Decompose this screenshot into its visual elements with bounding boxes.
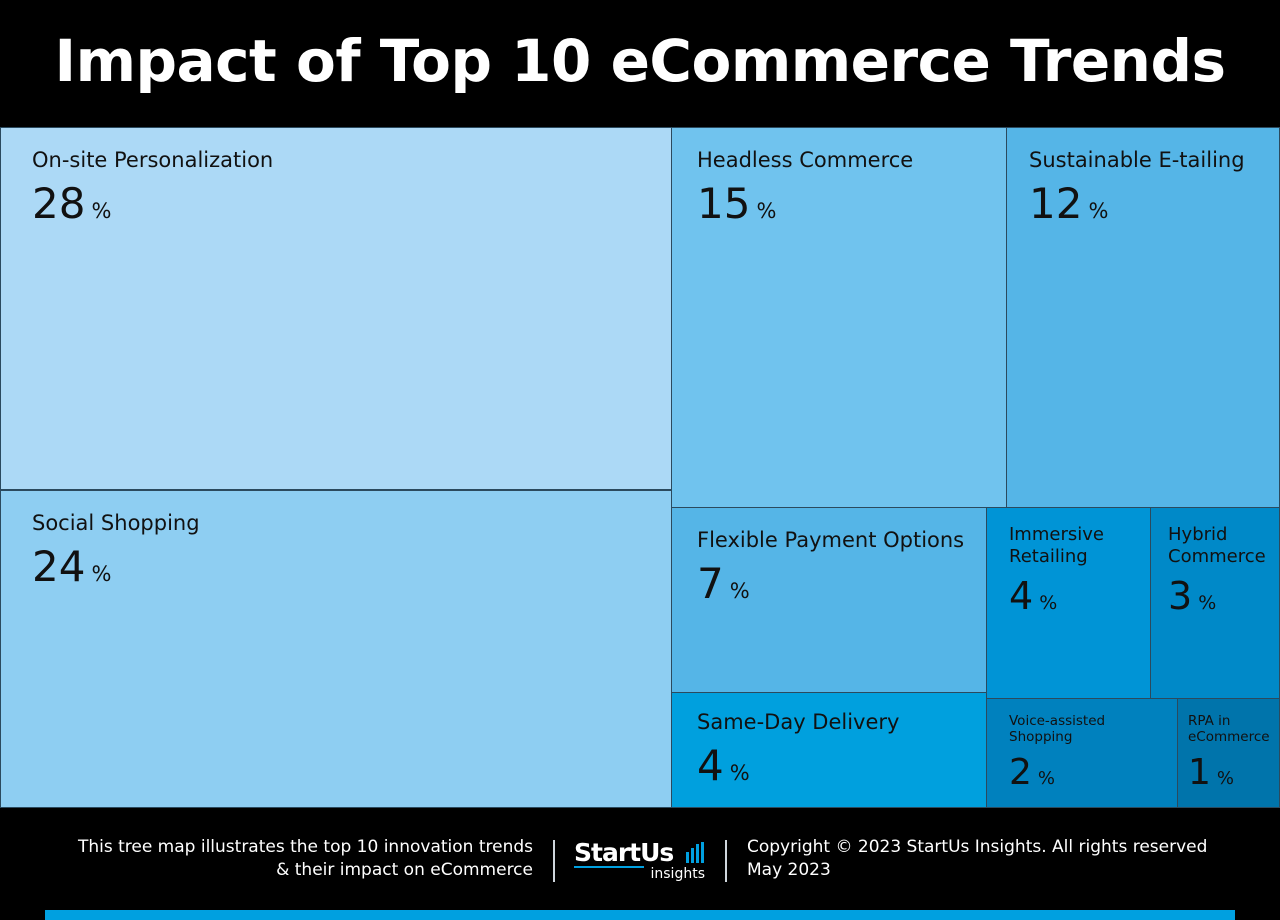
footer: This tree map illustrates the top 10 inn… bbox=[0, 808, 1280, 910]
startus-logo: StartUs insights bbox=[574, 838, 709, 888]
treemap-label: RPA in eCommerce bbox=[1188, 713, 1270, 746]
treemap-value-unit: % bbox=[756, 199, 777, 224]
treemap-value: 3% bbox=[1168, 577, 1216, 615]
treemap-value-unit: % bbox=[729, 761, 750, 786]
treemap-cell-hybrid-commerce: Hybrid Commerce 3% bbox=[1150, 507, 1280, 699]
treemap-value-unit: % bbox=[1088, 199, 1109, 224]
logo-subtext: insights bbox=[650, 866, 706, 882]
treemap-cell-on-site-personalization: On-site Personalization 28% bbox=[0, 127, 672, 490]
footer-description-line-2: & their impact on eCommerce bbox=[276, 860, 533, 880]
footer-description-line-1: This tree map illustrates the top 10 inn… bbox=[77, 837, 533, 857]
treemap-value: 7% bbox=[697, 563, 750, 605]
treemap-cell-flexible-payment-options: Flexible Payment Options 7% bbox=[671, 507, 987, 693]
treemap-label: Voice-assisted Shopping bbox=[1009, 713, 1106, 746]
footer-description: This tree map illustrates the top 10 inn… bbox=[78, 836, 533, 882]
footer-divider-left bbox=[553, 840, 555, 882]
treemap-value-unit: % bbox=[1039, 592, 1058, 615]
treemap-value: 1% bbox=[1188, 755, 1234, 791]
treemap-cell-immersive-retailing: Immersive Retailing 4% bbox=[986, 507, 1151, 699]
treemap-label: On-site Personalization bbox=[32, 148, 274, 172]
treemap-value-number: 12 bbox=[1029, 179, 1083, 229]
treemap-value: 24% bbox=[32, 546, 111, 588]
treemap-value-unit: % bbox=[729, 579, 750, 604]
copyright: Copyright © 2023 StartUs Insights. All r… bbox=[747, 836, 1207, 882]
treemap-label: Flexible Payment Options bbox=[697, 528, 965, 552]
treemap-cell-sustainable-e-tailing: Sustainable E-tailing 12% bbox=[1006, 127, 1280, 508]
treemap: On-site Personalization 28% Social Shoppin… bbox=[0, 127, 1280, 808]
treemap-value-number: 4 bbox=[1009, 574, 1034, 619]
treemap-value-unit: % bbox=[91, 562, 112, 587]
treemap-value-number: 24 bbox=[32, 542, 86, 592]
treemap-cell-voice-assisted-shopping: Voice-assisted Shopping 2% bbox=[986, 698, 1178, 808]
treemap-label: Sustainable E-tailing bbox=[1029, 148, 1245, 172]
accent-bar bbox=[45, 910, 1235, 920]
logo-wordmark: StartUs bbox=[574, 838, 674, 867]
treemap-label: Same-Day Delivery bbox=[697, 710, 900, 734]
treemap-value-number: 15 bbox=[697, 179, 751, 229]
treemap-value-unit: % bbox=[1216, 768, 1235, 790]
treemap-label: Immersive Retailing bbox=[1009, 524, 1104, 567]
treemap-value: 2% bbox=[1009, 755, 1055, 791]
treemap-value-number: 7 bbox=[697, 559, 724, 609]
chart-title: Impact of Top 10 eCommerce Trends bbox=[54, 26, 1227, 95]
treemap-label: Hybrid Commerce bbox=[1168, 524, 1266, 567]
treemap-value-number: 28 bbox=[32, 179, 86, 229]
footer-divider-right bbox=[725, 840, 727, 882]
treemap-label: Social Shopping bbox=[32, 511, 200, 535]
treemap-cell-same-day-delivery: Same-Day Delivery 4% bbox=[671, 692, 987, 808]
treemap-value-number: 4 bbox=[697, 741, 724, 791]
treemap-cell-rpa-in-ecommerce: RPA in eCommerce 1% bbox=[1177, 698, 1280, 808]
treemap-value-unit: % bbox=[1198, 592, 1217, 615]
copyright-line-2: May 2023 bbox=[747, 860, 831, 880]
header: Impact of Top 10 eCommerce Trends bbox=[0, 0, 1280, 127]
treemap-value-unit: % bbox=[91, 199, 112, 224]
logo-underline bbox=[574, 866, 644, 868]
treemap-label: Headless Commerce bbox=[697, 148, 914, 172]
treemap-value: 4% bbox=[1009, 577, 1057, 615]
treemap-value-number: 1 bbox=[1188, 752, 1211, 794]
treemap-value: 15% bbox=[697, 183, 776, 225]
treemap-value: 12% bbox=[1029, 183, 1108, 225]
treemap-value-unit: % bbox=[1037, 768, 1056, 790]
treemap-cell-headless-commerce: Headless Commerce 15% bbox=[671, 127, 1007, 508]
treemap-value: 28% bbox=[32, 183, 111, 225]
treemap-value-number: 2 bbox=[1009, 752, 1032, 794]
treemap-value: 4% bbox=[697, 745, 750, 787]
copyright-line-1: Copyright © 2023 StartUs Insights. All r… bbox=[747, 837, 1208, 857]
treemap-value-number: 3 bbox=[1168, 574, 1193, 619]
treemap-cell-social-shopping: Social Shopping 24% bbox=[0, 490, 672, 808]
bar-chart-icon bbox=[686, 842, 704, 863]
